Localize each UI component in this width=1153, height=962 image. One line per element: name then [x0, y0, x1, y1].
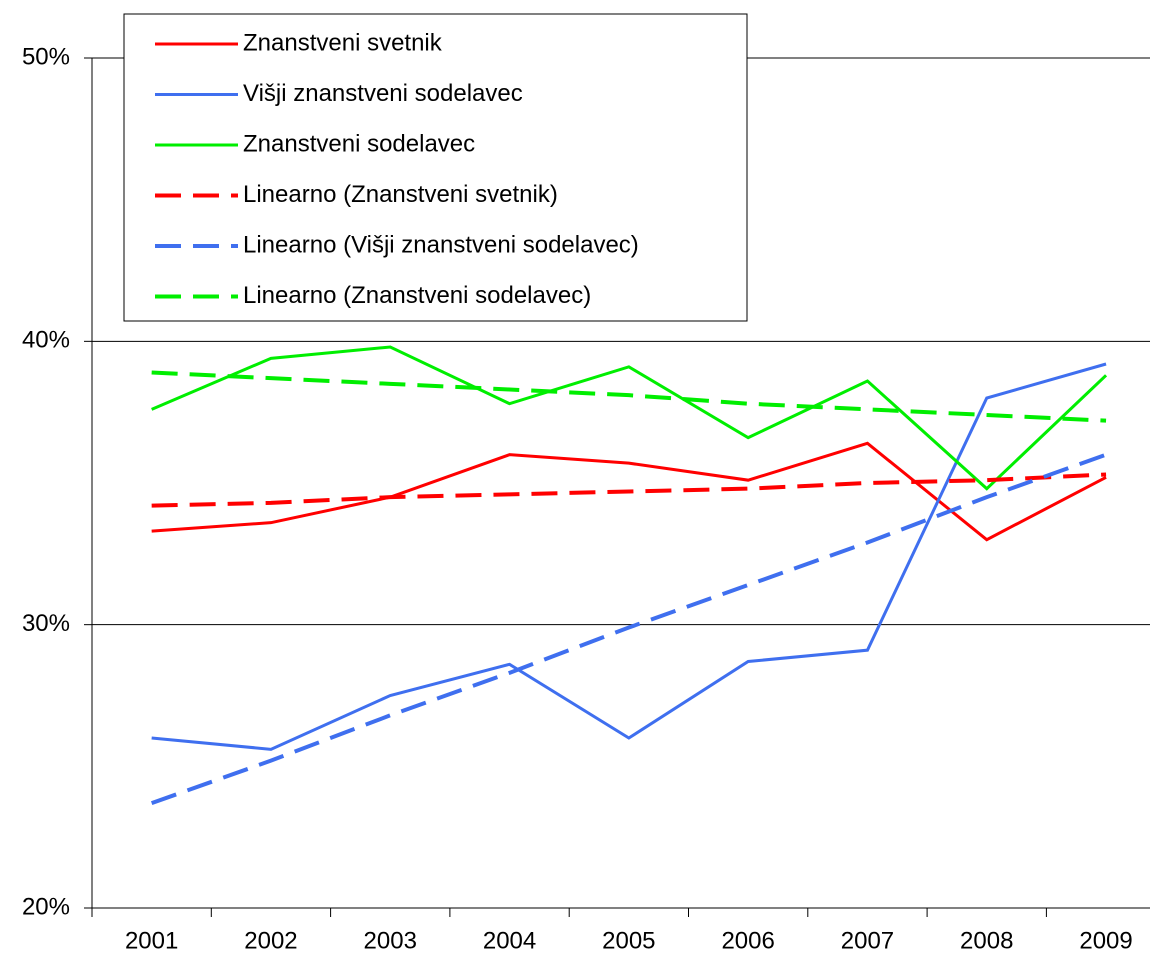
legend-label: Znanstveni sodelavec — [243, 130, 475, 157]
x-tick-label: 2003 — [364, 927, 417, 954]
legend-label: Višji znanstveni sodelavec — [243, 80, 523, 107]
series-line — [151, 362, 1107, 751]
legend-box — [123, 13, 748, 322]
x-tick-label: 2002 — [244, 927, 297, 954]
x-tick-label: 2007 — [841, 927, 894, 954]
x-tick-label: 2008 — [960, 927, 1013, 954]
y-tick-label: 30% — [22, 610, 70, 637]
series-line — [151, 345, 1108, 491]
trend-line — [151, 370, 1107, 423]
x-tick-label: 2004 — [483, 927, 536, 954]
x-tick-label: 2005 — [602, 927, 655, 954]
series-line — [151, 441, 1107, 542]
trend-line — [150, 452, 1107, 806]
x-tick-label: 2009 — [1079, 927, 1132, 954]
trend-line — [151, 472, 1107, 508]
y-tick-label: 20% — [22, 893, 70, 920]
legend-label: Znanstveni svetnik — [243, 29, 443, 56]
y-tick-label: 40% — [22, 327, 70, 354]
x-tick-label: 2001 — [125, 927, 178, 954]
x-tick-label: 2006 — [721, 927, 774, 954]
legend-label: Linearno (Višji znanstveni sodelavec) — [243, 231, 639, 258]
legend-label: Linearno (Znanstveni svetnik) — [243, 181, 558, 208]
y-tick-label: 50% — [22, 43, 70, 70]
legend-label: Linearno (Znanstveni sodelavec) — [243, 282, 591, 309]
